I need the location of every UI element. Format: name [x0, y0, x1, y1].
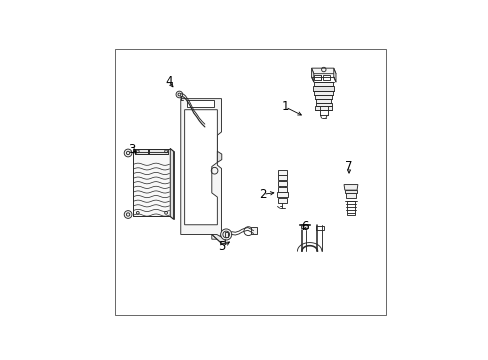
- Bar: [281, 181, 284, 184]
- Polygon shape: [315, 107, 331, 110]
- Circle shape: [124, 149, 132, 157]
- Bar: [251, 227, 256, 234]
- Polygon shape: [184, 110, 217, 225]
- Bar: [278, 170, 286, 175]
- Polygon shape: [333, 68, 335, 82]
- Bar: [280, 184, 284, 190]
- Polygon shape: [311, 68, 313, 82]
- Polygon shape: [133, 149, 170, 216]
- Bar: [224, 232, 227, 237]
- Polygon shape: [315, 103, 331, 107]
- Circle shape: [124, 211, 132, 219]
- Text: 1: 1: [281, 100, 288, 113]
- Text: 6: 6: [300, 220, 308, 233]
- Polygon shape: [314, 82, 332, 86]
- Text: 3: 3: [128, 143, 135, 157]
- Polygon shape: [315, 95, 331, 99]
- Circle shape: [220, 229, 231, 240]
- Bar: [346, 201, 354, 215]
- Bar: [315, 226, 323, 230]
- Bar: [277, 186, 287, 192]
- Polygon shape: [217, 151, 222, 162]
- Polygon shape: [170, 149, 173, 219]
- Bar: [277, 192, 287, 197]
- Bar: [277, 181, 286, 186]
- Bar: [314, 75, 321, 80]
- Polygon shape: [316, 99, 331, 103]
- Bar: [346, 193, 355, 198]
- Polygon shape: [311, 68, 335, 74]
- Text: 2: 2: [259, 188, 266, 201]
- Bar: [133, 149, 170, 216]
- Bar: [187, 100, 213, 107]
- Polygon shape: [181, 99, 221, 239]
- Polygon shape: [211, 234, 224, 243]
- Polygon shape: [344, 185, 357, 190]
- Text: 4: 4: [165, 75, 172, 88]
- Bar: [278, 175, 286, 180]
- Text: 7: 7: [345, 160, 352, 173]
- Bar: [322, 75, 329, 80]
- Text: 5: 5: [217, 240, 225, 253]
- Bar: [345, 190, 356, 193]
- Bar: [277, 198, 287, 203]
- Polygon shape: [149, 149, 168, 154]
- Polygon shape: [135, 149, 148, 154]
- Bar: [300, 224, 307, 228]
- Circle shape: [176, 91, 183, 98]
- Polygon shape: [313, 86, 334, 91]
- Polygon shape: [314, 91, 332, 95]
